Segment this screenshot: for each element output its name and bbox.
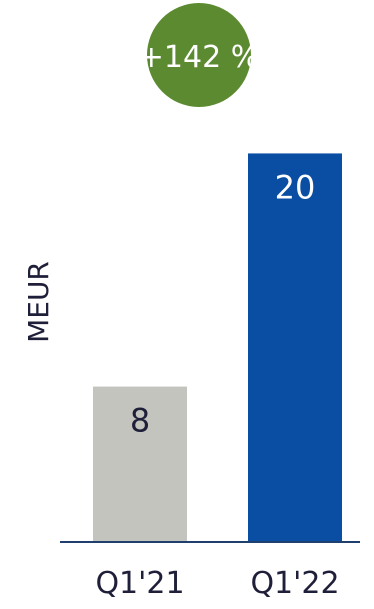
growth-badge-label: +142 % — [139, 40, 259, 75]
data-label-1: 20 — [275, 168, 316, 206]
growth-badge — [147, 3, 251, 107]
data-label-0: 8 — [130, 402, 150, 440]
bar-0 — [93, 386, 187, 542]
y-axis-label: MEUR — [22, 261, 55, 343]
x-tick-label-0: Q1'21 — [95, 566, 184, 601]
bars: 8 Q1'21 20 Q1'22 — [93, 153, 342, 601]
bar-1 — [248, 153, 342, 542]
x-tick-label-1: Q1'22 — [250, 566, 339, 601]
